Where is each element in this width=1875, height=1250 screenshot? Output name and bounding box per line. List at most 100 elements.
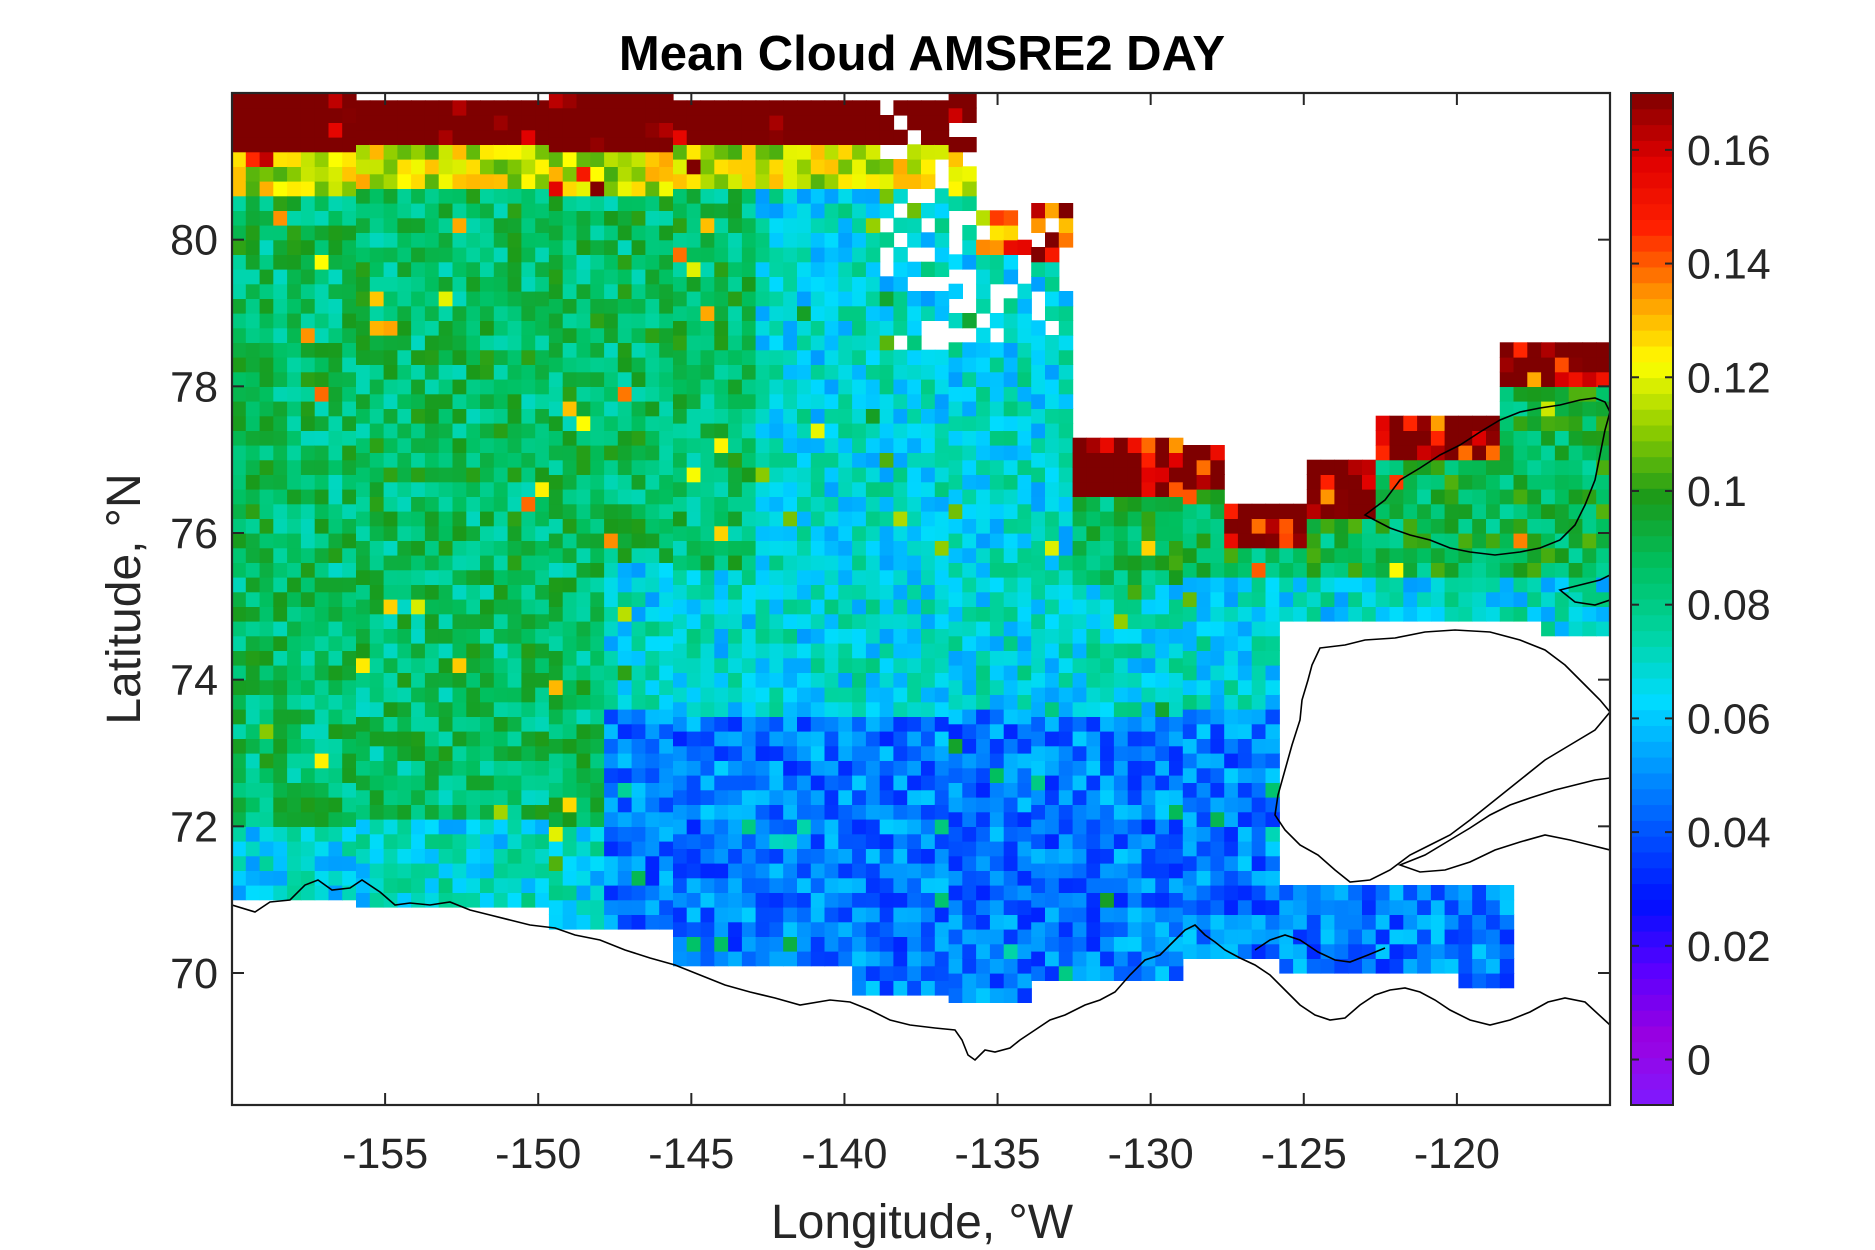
- heatmap-cell: [1375, 606, 1391, 622]
- y-tick-label: 74: [170, 657, 218, 705]
- heatmap-cell: [714, 907, 729, 923]
- heatmap-cell: [1513, 518, 1528, 534]
- heatmap-cell: [287, 283, 302, 299]
- heatmap-cell: [1086, 496, 1101, 512]
- heatmap-cell: [962, 357, 977, 373]
- heatmap-cell: [907, 701, 922, 717]
- heatmap-cell: [948, 430, 963, 446]
- heatmap-cell: [921, 921, 936, 937]
- heatmap-cell: [1072, 613, 1087, 629]
- heatmap-cell: [1265, 665, 1280, 681]
- heatmap-cell: [273, 841, 288, 857]
- heatmap-cell: [1072, 760, 1087, 776]
- heatmap-cell: [1155, 892, 1170, 908]
- heatmap-cell: [397, 555, 412, 571]
- heatmap-cell: [865, 335, 881, 351]
- heatmap-cell: [1210, 885, 1225, 901]
- heatmap-cell: [259, 738, 274, 754]
- heatmap-cell: [673, 467, 688, 483]
- heatmap-cell: [838, 100, 853, 116]
- heatmap-cell: [893, 276, 908, 292]
- heatmap-cell: [383, 408, 398, 424]
- heatmap-cell: [838, 481, 853, 497]
- heatmap-cell: [452, 115, 467, 131]
- heatmap-cell: [452, 877, 467, 893]
- heatmap-cell: [342, 855, 357, 871]
- heatmap-cell: [548, 665, 564, 681]
- heatmap-cell: [686, 672, 702, 688]
- heatmap-cell: [273, 93, 288, 109]
- heatmap-cell: [548, 445, 564, 461]
- heatmap-cell: [1100, 965, 1115, 981]
- heatmap-cell: [948, 401, 963, 417]
- heatmap-cell: [356, 804, 371, 820]
- heatmap-cell: [769, 833, 784, 849]
- heatmap-cell: [893, 863, 908, 879]
- heatmap-cell: [824, 276, 839, 292]
- heatmap-cell: [369, 643, 385, 659]
- heatmap-cell: [1017, 650, 1032, 666]
- heatmap-cell: [342, 166, 357, 182]
- heatmap-cell: [411, 467, 426, 483]
- heatmap-cell: [1403, 929, 1418, 945]
- heatmap-cell: [865, 569, 881, 585]
- heatmap-cell: [907, 657, 922, 673]
- heatmap-cell: [631, 181, 646, 197]
- heatmap-cell: [852, 276, 867, 292]
- heatmap-cell: [907, 760, 922, 776]
- heatmap-cell: [1568, 386, 1584, 402]
- heatmap-cell: [1334, 899, 1349, 915]
- heatmap-cell: [452, 525, 467, 541]
- heatmap-cell: [879, 804, 895, 820]
- heatmap-cell: [728, 320, 743, 336]
- colorbar-segment: [1631, 346, 1673, 363]
- heatmap-cell: [1224, 811, 1239, 827]
- heatmap-cell: [810, 584, 826, 600]
- heatmap-cell: [576, 298, 591, 314]
- heatmap-cell: [397, 349, 412, 365]
- heatmap-cell: [989, 811, 1005, 827]
- heatmap-cell: [562, 298, 578, 314]
- heatmap-cell: [590, 93, 605, 109]
- heatmap-cell: [962, 371, 977, 387]
- heatmap-cell: [548, 239, 564, 255]
- heatmap-cell: [1568, 430, 1584, 446]
- heatmap-cell: [1113, 848, 1129, 864]
- heatmap-cell: [383, 305, 398, 321]
- heatmap-cell: [507, 467, 522, 483]
- heatmap-cell: [576, 283, 591, 299]
- heatmap-cell: [356, 129, 371, 145]
- heatmap-cell: [1058, 701, 1074, 717]
- heatmap-cell: [1348, 503, 1363, 519]
- heatmap-cell: [686, 716, 702, 732]
- colorbar-segment: [1631, 599, 1673, 616]
- heatmap-cell: [1389, 503, 1404, 519]
- heatmap-cell: [893, 833, 908, 849]
- heatmap-cell: [1003, 694, 1019, 710]
- heatmap-cell: [934, 144, 950, 160]
- heatmap-cell: [1003, 885, 1019, 901]
- heatmap-cell: [686, 584, 702, 600]
- heatmap-cell: [700, 335, 715, 351]
- heatmap-cell: [700, 159, 715, 175]
- heatmap-cell: [259, 254, 274, 270]
- heatmap-cell: [259, 547, 274, 563]
- heatmap-cell: [1141, 775, 1156, 791]
- heatmap-cell: [1182, 709, 1198, 725]
- heatmap-cell: [962, 181, 977, 197]
- heatmap-cell: [673, 188, 688, 204]
- heatmap-cell: [383, 877, 398, 893]
- heatmap-cell: [1348, 943, 1363, 959]
- heatmap-cell: [1141, 965, 1156, 981]
- heatmap-cell: [411, 555, 426, 571]
- heatmap-cell: [852, 291, 867, 307]
- heatmap-cell: [879, 452, 895, 468]
- heatmap-cell: [1169, 613, 1184, 629]
- heatmap-cell: [1237, 635, 1253, 651]
- heatmap-cell: [590, 870, 605, 886]
- heatmap-cell: [452, 393, 467, 409]
- heatmap-cell: [921, 305, 936, 321]
- heatmap-cell: [287, 577, 302, 593]
- heatmap-cell: [1499, 929, 1515, 945]
- heatmap-cell: [1086, 921, 1101, 937]
